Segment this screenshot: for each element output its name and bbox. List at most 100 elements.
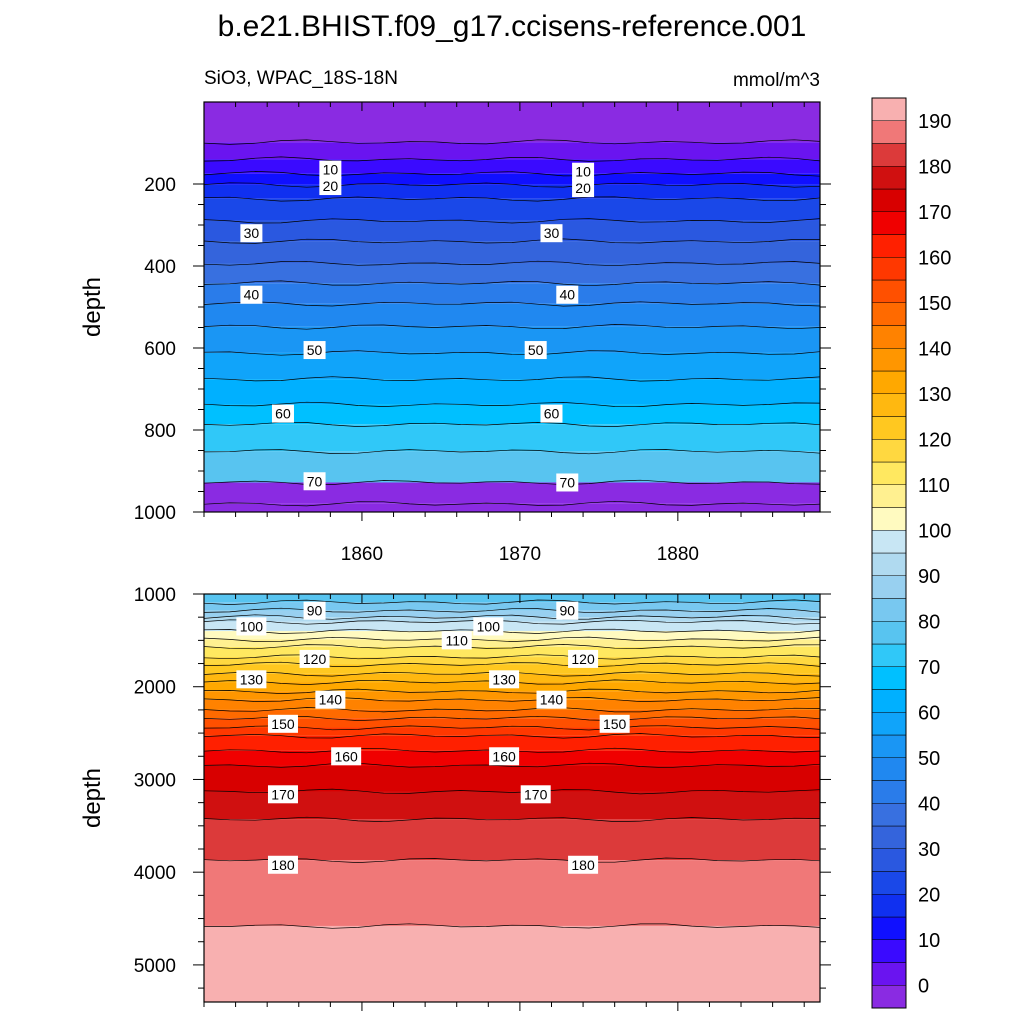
y-tick-label: 400 [144,257,176,278]
contour-label: 140 [540,692,564,708]
contour-label-box [524,341,547,360]
contour-label: 70 [559,474,575,490]
y-axis-label: depth [79,768,106,828]
contour-label: 10 [323,162,339,178]
colorbar-label: 110 [918,475,950,497]
contour-band [204,791,820,820]
contour-line [203,816,821,823]
contour-band [204,173,820,185]
contour-label: 90 [307,603,323,619]
colorbar-label: 10 [918,930,940,952]
contour-line [203,156,821,162]
y-tick-label: 1000 [134,585,176,606]
contour-line [203,707,821,713]
contour-band [204,263,820,284]
colorbar-label: 130 [918,384,951,406]
colorbar-swatch [871,302,907,326]
colorbar-swatch [871,370,907,394]
contour-line [203,260,821,267]
colorbar-swatch [871,348,907,372]
contour-band [204,709,820,719]
colorbar-swatch [871,848,907,872]
colorbar-swatch [871,803,907,827]
chart-subtitle-right: mmol/m^3 [733,70,820,91]
contour-band [204,699,820,710]
contour-band [204,424,820,452]
colorbar-swatch [871,439,907,463]
contour-line [203,401,821,407]
colorbar-label: 190 [918,111,951,133]
contour-label: 140 [319,692,343,708]
contour-band [204,925,820,1002]
contour-band [204,860,820,926]
contour-band [204,727,820,736]
colorbar-swatch [871,598,907,622]
x-tick-label: 1880 [657,544,699,565]
contour-label: 160 [492,748,516,764]
colorbar-swatch [871,120,907,144]
contour-label: 50 [528,342,544,358]
contour-line [203,619,821,625]
contour-label-box [267,855,298,874]
colorbar-swatch [871,552,907,576]
colorbar-swatch [871,257,907,281]
colorbar-swatch [871,188,907,212]
contour-band [204,691,820,700]
y-tick-label: 600 [144,339,176,360]
contour-label-box [473,617,504,636]
colorbar-swatch [871,461,907,485]
contour-band [204,326,820,353]
contour-band [204,631,820,640]
contour-line [203,628,821,634]
colorbar-swatch [871,825,907,849]
contour-band [204,241,820,264]
colorbar-swatch [871,325,907,349]
contour-line [203,733,821,739]
colorbar-label: 170 [918,202,951,224]
contour-band [204,451,820,483]
y-tick-label: 200 [144,175,176,196]
colorbar-swatch [871,393,907,417]
colorbar-swatch [871,143,907,167]
colorbar-label: 150 [918,293,951,315]
contour-band [204,379,820,405]
contour-label: 120 [571,651,595,667]
contour-line [203,696,821,702]
y-axis-label: depth [79,277,106,337]
contour-label: 20 [323,178,339,194]
contour-label: 170 [524,786,548,802]
y-tick-label: 5000 [134,956,176,977]
contour-line [203,218,821,224]
contour-label-box [315,690,346,709]
colorbar-label: 30 [918,839,940,861]
colorbar-swatch [871,757,907,781]
colorbar-label: 120 [918,429,951,451]
contour-label-box [568,649,599,668]
contour-label: 160 [334,748,358,764]
contour-band [204,482,820,504]
contour-band [204,765,820,792]
contour-label-box [540,404,563,423]
colorbar-swatch [871,279,907,303]
contour-label: 120 [303,651,327,667]
x-tick-label: 1870 [499,544,541,565]
contour-line [203,762,821,769]
contour-band [204,617,820,622]
colorbar-swatch [871,962,907,986]
contour-line [203,139,821,145]
colorbar-swatch [871,689,907,713]
contour-line [203,644,821,650]
contour-label: 180 [271,857,295,873]
colorbar-swatch [871,621,907,645]
contour-band [204,718,820,728]
contour-band [204,610,820,618]
contour-band [204,142,820,160]
colorbar-swatch [871,734,907,758]
contour-label: 30 [244,225,260,241]
contour-line [203,599,821,605]
y-tick-label: 1000 [134,503,176,524]
colorbar-label: 40 [918,793,940,815]
contour-label-box [319,177,342,196]
contour-line [203,171,821,177]
